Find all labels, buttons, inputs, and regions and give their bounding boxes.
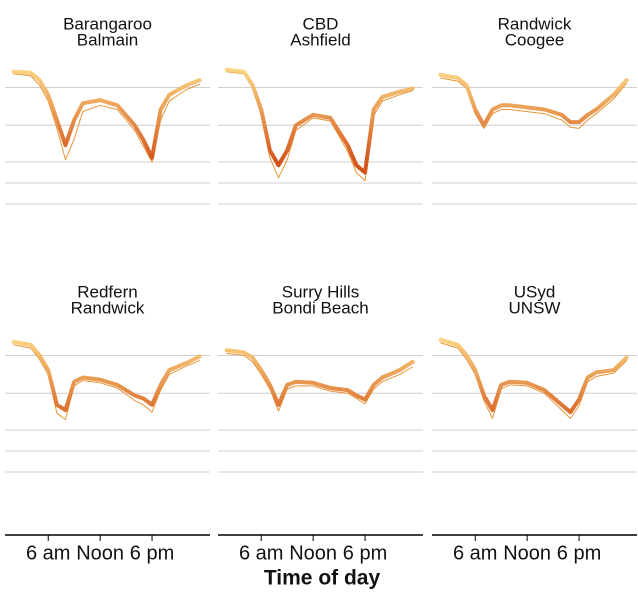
line-main: [224, 67, 415, 175]
line-secondary: [13, 73, 201, 163]
x-tick-label: 6 pm: [557, 542, 601, 564]
line-main: [438, 337, 629, 415]
panel-title: Randwick: [498, 14, 572, 33]
line-main: [438, 72, 629, 128]
panel-title: Barangaroo: [63, 14, 152, 33]
panel-title: USyd: [514, 282, 556, 301]
panel-subtitle: Ashfield: [290, 30, 350, 49]
panel-subtitle: Bondi Beach: [272, 298, 368, 317]
panel-subtitle: Randwick: [71, 298, 145, 317]
x-tick-label: 6 am: [453, 542, 497, 564]
x-tick-label: 6 pm: [130, 542, 174, 564]
line-secondary: [226, 352, 414, 412]
panel-subtitle: UNSW: [509, 298, 561, 317]
line-secondary: [13, 344, 201, 420]
x-tick-label: Noon: [289, 542, 337, 564]
x-tick-label: 6 pm: [343, 542, 387, 564]
panel-title: CBD: [303, 14, 339, 33]
panel-title: Redfern: [77, 282, 137, 301]
line-main: [11, 339, 202, 413]
panel-subtitle: Coogee: [505, 30, 565, 49]
x-tick-label: Noon: [76, 542, 124, 564]
line-main: [224, 348, 415, 407]
x-axis-title: Time of day: [264, 567, 381, 590]
panel-subtitle: Balmain: [77, 30, 138, 49]
line-secondary: [440, 342, 628, 419]
x-tick-label: 6 am: [26, 542, 70, 564]
line-main: [11, 69, 202, 160]
panel-title: Surry Hills: [282, 282, 359, 301]
x-tick-label: Noon: [503, 542, 551, 564]
x-tick-label: 6 am: [239, 542, 283, 564]
